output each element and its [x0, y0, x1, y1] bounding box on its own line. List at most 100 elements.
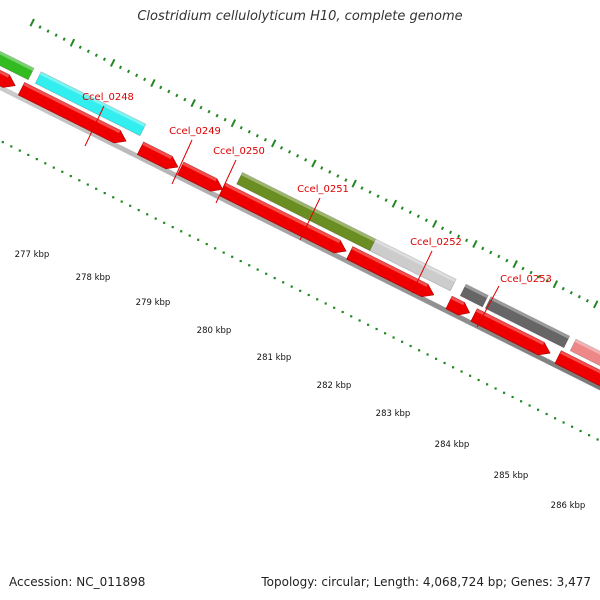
- scale-dot: [154, 217, 157, 220]
- scale-dot: [103, 192, 106, 195]
- cog-feature-highlight: [39, 71, 146, 127]
- cog-feature-box: [459, 283, 489, 308]
- scale-dot: [171, 226, 174, 229]
- minor-tick: [424, 218, 428, 223]
- major-tick: [432, 219, 438, 228]
- scale-dot: [35, 158, 38, 161]
- minor-tick: [328, 170, 332, 174]
- gene-label: Ccel_0250: [213, 146, 265, 157]
- kbp-label: 282 kbp: [317, 381, 352, 391]
- minor-tick: [46, 29, 50, 33]
- minor-tick: [54, 33, 58, 37]
- scale-dot: [418, 349, 421, 352]
- cds-arrow-highlight: [0, 70, 10, 78]
- major-tick: [29, 18, 35, 27]
- scale-dot: [78, 179, 81, 182]
- scale-dot: [443, 361, 446, 365]
- minor-tick: [408, 210, 412, 215]
- scale-dot: [460, 370, 463, 373]
- cog-feature-highlight: [374, 239, 457, 282]
- cds-arrow-highlight: [182, 162, 217, 182]
- minor-tick: [360, 186, 364, 190]
- cds-arrow-highlight: [142, 142, 173, 159]
- minor-tick: [448, 230, 453, 235]
- gene-label: Ccel_0249: [169, 126, 221, 137]
- major-tick: [512, 260, 518, 269]
- major-tick: [230, 119, 237, 128]
- scale-dot: [1, 141, 4, 144]
- major-tick: [552, 280, 559, 289]
- minor-tick: [304, 158, 308, 162]
- scale-dot: [392, 336, 395, 339]
- minor-tick: [537, 274, 541, 279]
- minor-tick: [569, 290, 573, 295]
- gene-leader-line: [299, 197, 321, 241]
- scale-dot: [341, 310, 344, 314]
- cds-arrow-highlight: [23, 82, 121, 134]
- minor-tick: [376, 194, 380, 198]
- minor-tick: [78, 45, 82, 49]
- minor-tick: [440, 226, 445, 231]
- major-tick: [391, 199, 398, 208]
- kbp-label: 279 kbp: [136, 298, 171, 308]
- scale-dot: [27, 153, 30, 156]
- kbp-label: 285 kbp: [494, 471, 529, 481]
- cds-feature-track: [0, 69, 600, 387]
- minor-tick: [143, 77, 147, 82]
- cog-feature-highlight: [241, 172, 376, 242]
- cog-feature-box: [34, 71, 147, 137]
- kbp-label: 277 kbp: [15, 250, 50, 260]
- minor-tick: [561, 286, 565, 291]
- minor-tick: [159, 85, 163, 90]
- scale-dot: [401, 340, 404, 343]
- scale-dot: [545, 412, 548, 416]
- cog-feature-highlight: [0, 51, 34, 71]
- minor-tick: [545, 278, 549, 283]
- scale-dot: [579, 429, 582, 433]
- scale-dot: [10, 145, 13, 148]
- minor-tick: [344, 178, 348, 182]
- cds-arrow-highlight: [475, 308, 545, 345]
- scale-dot: [129, 204, 132, 207]
- gene-leader-line: [84, 105, 105, 147]
- minor-tick: [465, 238, 469, 243]
- major-tick: [271, 139, 277, 148]
- accession-text: Accession: NC_011898: [9, 575, 146, 589]
- scale-dot: [350, 315, 353, 318]
- genome-summary-text: Topology: circular; Length: 4,068,724 bp…: [261, 575, 591, 589]
- cog-feature-highlight: [574, 339, 600, 355]
- cds-arrow: [17, 82, 127, 144]
- kbp-label: 286 kbp: [551, 501, 586, 511]
- minor-tick: [175, 93, 179, 98]
- minor-tick: [38, 25, 42, 29]
- cog-track-ticks: [29, 18, 599, 309]
- scale-dot: [273, 277, 276, 280]
- minor-tick: [577, 294, 581, 299]
- minor-tick: [199, 105, 203, 110]
- cog-feature-box: [0, 50, 35, 81]
- minor-tick: [529, 270, 533, 275]
- scale-dot: [503, 391, 506, 394]
- minor-tick: [62, 37, 66, 41]
- kbp-scale-dots: [1, 141, 599, 441]
- cog-feature-track: [0, 50, 600, 367]
- kbp-label: 278 kbp: [76, 273, 111, 283]
- cog-feature-box: [484, 296, 571, 349]
- scale-dot: [324, 302, 327, 305]
- scale-dot: [384, 332, 387, 335]
- cds-arrow: [346, 246, 435, 298]
- minor-tick: [489, 250, 493, 255]
- minor-tick: [247, 129, 251, 134]
- scale-dot: [452, 366, 455, 369]
- cds-arrow-highlight: [351, 246, 428, 287]
- scale-dot: [61, 170, 64, 173]
- scale-dot: [239, 260, 242, 263]
- gene-leader-line: [171, 139, 193, 185]
- kbp-label: 281 kbp: [257, 353, 292, 363]
- minor-tick: [279, 146, 284, 150]
- cds-arrow: [445, 295, 471, 316]
- minor-tick: [263, 137, 267, 142]
- gene-leader-line: [411, 250, 433, 294]
- scale-dot: [265, 272, 268, 275]
- scale-dot: [562, 421, 565, 424]
